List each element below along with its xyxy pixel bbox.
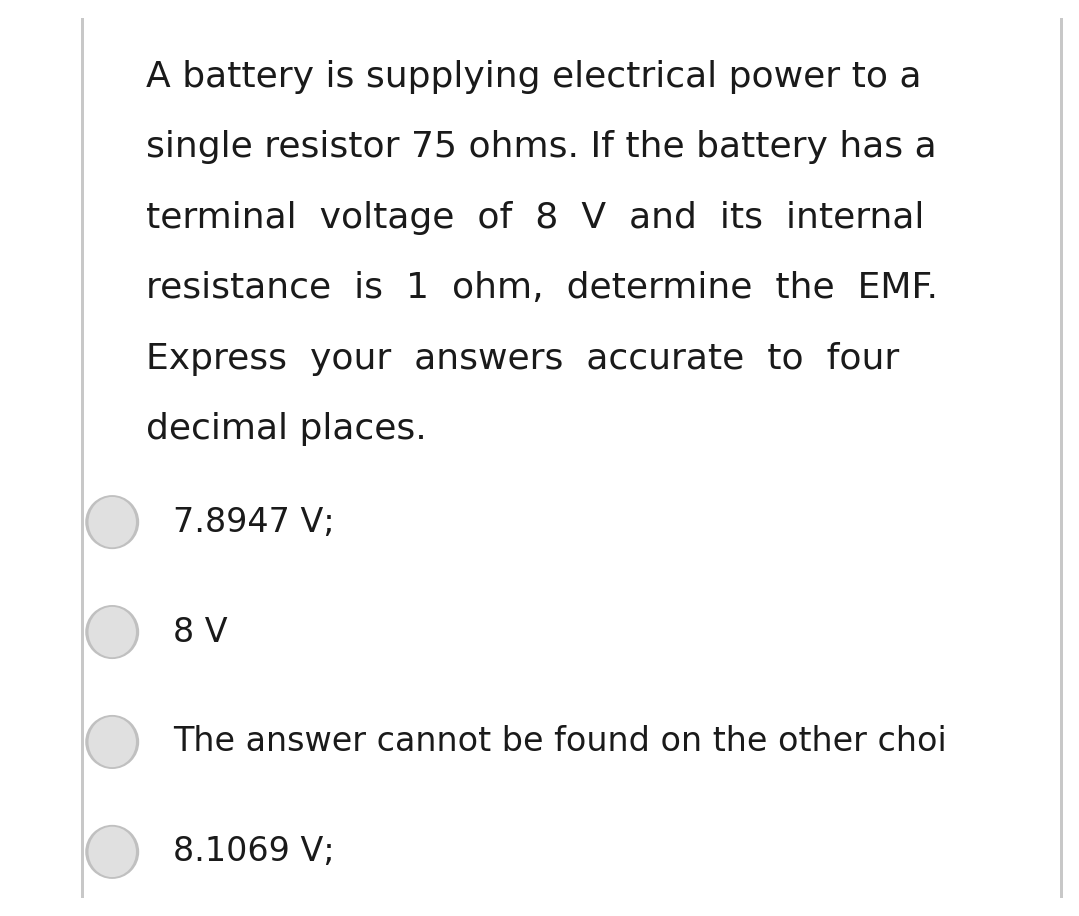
FancyBboxPatch shape bbox=[81, 18, 84, 898]
Ellipse shape bbox=[88, 826, 136, 878]
Text: A battery is supplying electrical power to a: A battery is supplying electrical power … bbox=[146, 60, 921, 93]
Text: The answer cannot be found on the other choi: The answer cannot be found on the other … bbox=[173, 725, 946, 758]
Ellipse shape bbox=[85, 824, 139, 879]
Ellipse shape bbox=[88, 607, 136, 658]
Ellipse shape bbox=[85, 714, 139, 769]
Text: decimal places.: decimal places. bbox=[146, 412, 426, 446]
Text: single resistor 75 ohms. If the battery has a: single resistor 75 ohms. If the battery … bbox=[146, 130, 937, 164]
Text: 7.8947 V;: 7.8947 V; bbox=[173, 506, 334, 539]
Ellipse shape bbox=[85, 495, 139, 550]
Text: resistance  is  1  ohm,  determine  the  EMF.: resistance is 1 ohm, determine the EMF. bbox=[146, 271, 938, 305]
Text: Express  your  answers  accurate  to  four: Express your answers accurate to four bbox=[146, 342, 899, 376]
FancyBboxPatch shape bbox=[1060, 18, 1063, 898]
Ellipse shape bbox=[88, 496, 136, 548]
Text: 8 V: 8 V bbox=[173, 616, 228, 649]
Ellipse shape bbox=[88, 716, 136, 768]
Ellipse shape bbox=[85, 605, 139, 660]
Text: 8.1069 V;: 8.1069 V; bbox=[173, 835, 334, 868]
Text: terminal  voltage  of  8  V  and  its  internal: terminal voltage of 8 V and its internal bbox=[146, 201, 924, 234]
